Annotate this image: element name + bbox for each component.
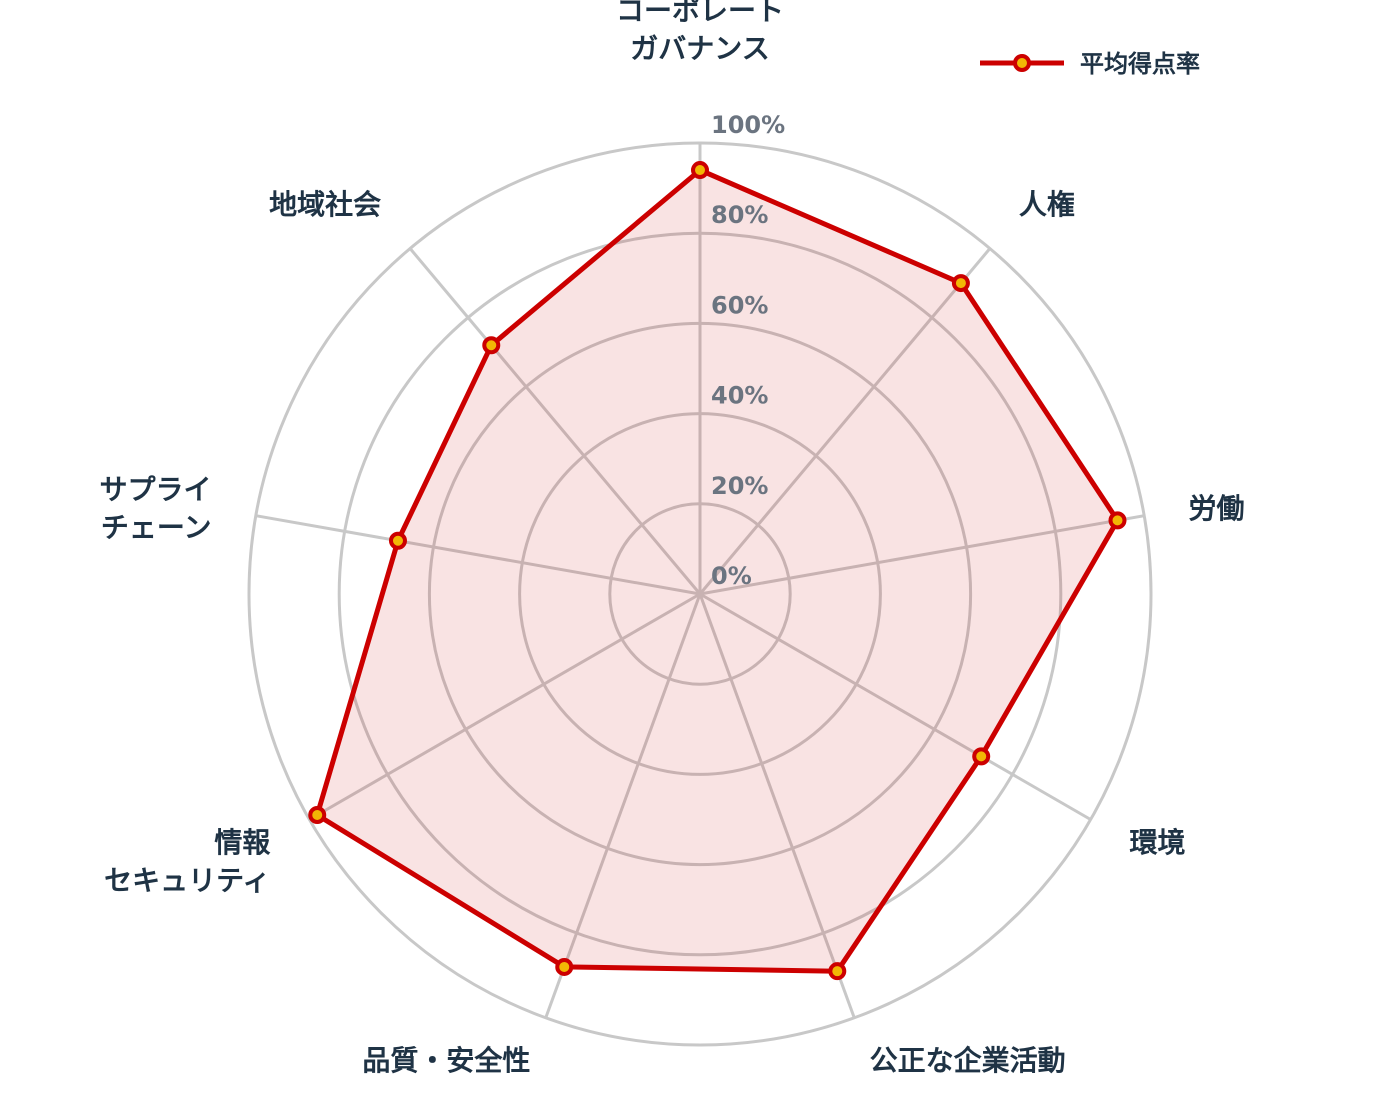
category-label-line: サプライ	[100, 473, 212, 506]
category-label: 労働	[1188, 492, 1244, 525]
category-label-line: 環境	[1130, 826, 1186, 859]
category-label: 人権	[1019, 188, 1075, 221]
data-point	[482, 336, 501, 355]
legend: 平均得点率	[980, 50, 1200, 78]
category-label-line: 労働	[1188, 492, 1244, 525]
series-line	[314, 167, 1121, 974]
data-point	[388, 531, 407, 550]
grid-spoke	[408, 247, 702, 595]
category-label: 地域社会	[269, 188, 381, 221]
radial-tick-labels: 0% 20% 40% 60% 80% 100%	[711, 111, 785, 590]
category-label: 品質・安全性	[362, 1044, 530, 1077]
category-label: 環境	[1130, 826, 1186, 859]
category-label-line: ガバナンス	[630, 32, 769, 65]
category-label: サプライチェーン	[100, 473, 212, 544]
grid	[247, 141, 1153, 1047]
legend-label: 平均得点率	[1080, 50, 1200, 78]
legend-marker	[1013, 54, 1031, 72]
grid-spoke	[699, 592, 1092, 821]
data-point	[828, 962, 847, 981]
tick-label: 20%	[711, 472, 768, 500]
data-point	[308, 805, 327, 824]
category-label-line: チェーン	[101, 511, 212, 544]
category-label-line: 品質・安全性	[362, 1044, 530, 1077]
tick-label: 100%	[711, 111, 785, 139]
category-label-line: セキュリティ	[104, 864, 270, 897]
grid-spoke	[308, 592, 701, 821]
grid-spoke	[699, 514, 1145, 596]
category-label-line: コーポレート	[616, 0, 784, 27]
tick-label: 40%	[711, 382, 768, 410]
series-area	[308, 161, 1127, 981]
data-point	[1108, 511, 1127, 530]
data-point	[951, 274, 970, 293]
grid-spoke	[698, 247, 992, 595]
data-point	[555, 957, 574, 976]
grid-spoke	[544, 593, 702, 1019]
data-point	[972, 747, 991, 766]
tick-label: 60%	[711, 291, 768, 319]
category-label-line: 公正な企業活動	[870, 1044, 1066, 1077]
category-label: 公正な企業活動	[870, 1044, 1066, 1077]
grid-spoke	[255, 514, 701, 596]
category-label: コーポレートガバナンス	[616, 0, 784, 65]
category-label-line: 地域社会	[269, 188, 381, 221]
grid-spoke	[698, 593, 856, 1019]
category-label-line: 情報	[214, 826, 271, 859]
tick-label: 80%	[711, 201, 768, 229]
category-label: 情報セキュリティ	[104, 826, 271, 897]
category-label-line: 人権	[1019, 188, 1075, 221]
tick-label: 0%	[711, 562, 752, 590]
data-point	[691, 161, 709, 180]
